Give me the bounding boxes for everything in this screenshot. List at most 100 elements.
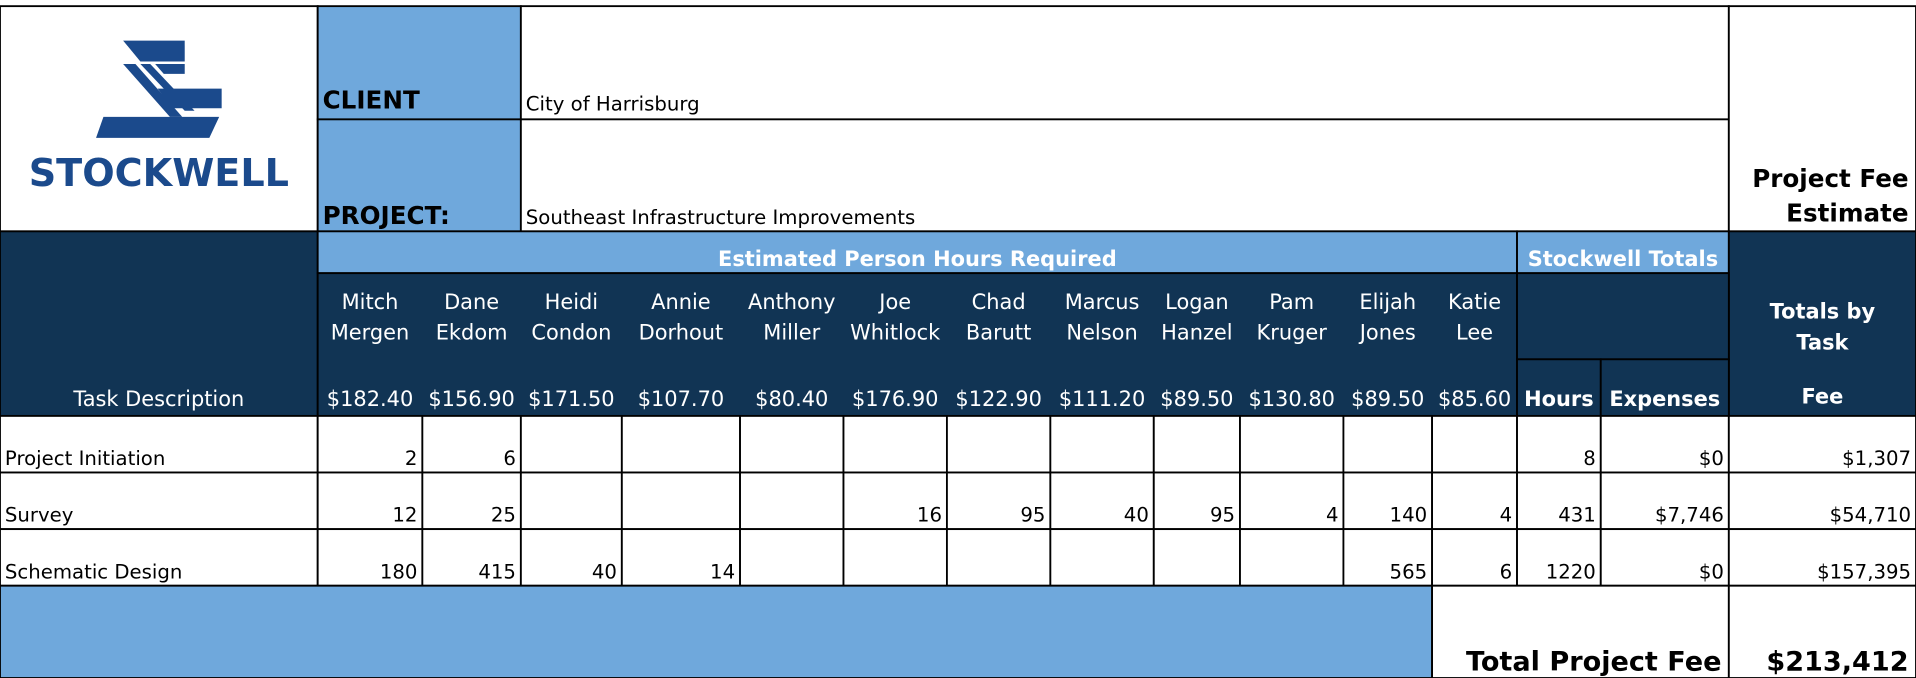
person-first: Chad	[972, 290, 1026, 314]
person-last: Dorhout	[639, 321, 724, 345]
person-last: Condon	[531, 321, 611, 345]
hours-cell	[1152, 414, 1241, 474]
person-last: Mergen	[331, 321, 410, 345]
task-heading-text: Task Description	[72, 387, 244, 411]
person-first: Katie	[1448, 290, 1501, 314]
footer-total-cell	[1727, 584, 1916, 678]
hours-value: 6	[1500, 560, 1513, 583]
client-label: CLIENT	[323, 85, 420, 114]
person-last: Miller	[763, 321, 820, 345]
label-cell	[316, 5, 522, 121]
person-last: Lee	[1456, 321, 1493, 345]
hours-cell	[519, 471, 623, 531]
expenses-label: Expenses	[1609, 387, 1720, 411]
hours-cell	[1431, 414, 1518, 474]
hours-value: 40	[592, 560, 617, 583]
person-rate: $89.50	[1351, 387, 1424, 411]
title-line: Estimate	[1786, 198, 1908, 227]
total-hours-cell	[1516, 471, 1602, 531]
fee-heading-text: Totals by	[1770, 300, 1876, 324]
hours-cell	[1239, 528, 1345, 587]
fee-cell	[1727, 471, 1916, 531]
task-name: Survey	[5, 504, 74, 527]
person-rate: $80.40	[755, 387, 828, 411]
hours-cell	[842, 528, 948, 587]
hours-cell	[842, 471, 948, 531]
totals-heading	[1516, 230, 1730, 275]
hours-cell	[945, 471, 1052, 531]
logo-mark	[96, 40, 222, 138]
person-rate: $89.50	[1160, 387, 1233, 411]
person-rate: $156.90	[428, 387, 514, 411]
footer-band	[0, 584, 1433, 678]
hours-cell	[316, 471, 424, 531]
hours-cell	[739, 471, 845, 531]
totals-heading-text: Stockwell Totals	[1528, 247, 1718, 271]
hours-value: 25	[491, 504, 516, 527]
hours-cell	[1342, 414, 1433, 474]
hours-cell	[842, 414, 948, 474]
project-value: Southeast Infrastructure Improvements	[526, 206, 915, 229]
person-first: Dane	[444, 290, 499, 314]
value-cell	[519, 5, 1730, 121]
person-last: Barutt	[966, 321, 1031, 345]
total-hours-cell	[1516, 528, 1602, 587]
hours-value: 415	[478, 560, 516, 583]
total-value: $213,412	[1766, 647, 1908, 678]
person-first: Anthony	[748, 290, 835, 314]
hours-cell	[945, 414, 1052, 474]
total-label: Total Project Fee	[1466, 647, 1721, 678]
hours-cell	[1152, 471, 1241, 531]
person-rate: $122.90	[955, 387, 1041, 411]
hours-value: 12	[392, 504, 417, 527]
task-name: Schematic Design	[5, 560, 182, 583]
person-first: Heidi	[545, 290, 599, 314]
task-name: Project Initiation	[5, 447, 165, 470]
hours-value: 4	[1500, 504, 1513, 527]
hours-cell	[1239, 414, 1345, 474]
person-rate: $111.20	[1059, 387, 1145, 411]
person-rate: $182.40	[327, 387, 413, 411]
expenses-cell	[1599, 528, 1730, 587]
person-first: Mitch	[342, 290, 399, 314]
total-hours: 431	[1558, 504, 1596, 527]
hours-heading-text: Estimated Person Hours Required	[718, 247, 1117, 271]
fee-value: $54,710	[1830, 504, 1911, 527]
expenses-cell	[1599, 471, 1730, 531]
person-rate: $176.90	[852, 387, 938, 411]
client-value: City of Harrisburg	[526, 93, 700, 116]
expenses-cell	[1599, 414, 1730, 474]
person-first: Elijah	[1359, 290, 1416, 314]
hours-cell	[421, 528, 522, 587]
expenses-value: $0	[1699, 447, 1724, 470]
hours-value: 40	[1124, 504, 1149, 527]
hours-cell	[1049, 414, 1155, 474]
hours-value: 2	[405, 447, 418, 470]
hours-value: 140	[1390, 504, 1428, 527]
hours-cell	[421, 471, 522, 531]
hours-cell	[1431, 528, 1518, 587]
logo-text: STOCKWELL	[29, 151, 289, 195]
person-last: Nelson	[1066, 321, 1137, 345]
task-cell	[0, 471, 319, 531]
title-cell	[1727, 5, 1916, 233]
hours-label: Hours	[1524, 387, 1594, 411]
total-hours: 8	[1583, 447, 1596, 470]
hours-cell	[620, 414, 741, 474]
fee-value: $157,395	[1817, 560, 1911, 583]
hours-cell	[1152, 528, 1241, 587]
person-first: Pam	[1269, 290, 1314, 314]
hours-cell	[739, 414, 845, 474]
value-cell	[519, 118, 1730, 233]
fee-header	[1727, 230, 1916, 417]
hours-value: 95	[1210, 504, 1235, 527]
fee-cell	[1727, 528, 1916, 587]
expenses-value: $7,746	[1655, 504, 1724, 527]
expenses-value: $0	[1699, 560, 1724, 583]
hours-cell	[519, 414, 623, 474]
hours-header	[1516, 358, 1602, 417]
person-last: Hanzel	[1161, 321, 1232, 345]
title-line: Project Fee	[1752, 164, 1908, 193]
hours-value: 4	[1326, 504, 1339, 527]
